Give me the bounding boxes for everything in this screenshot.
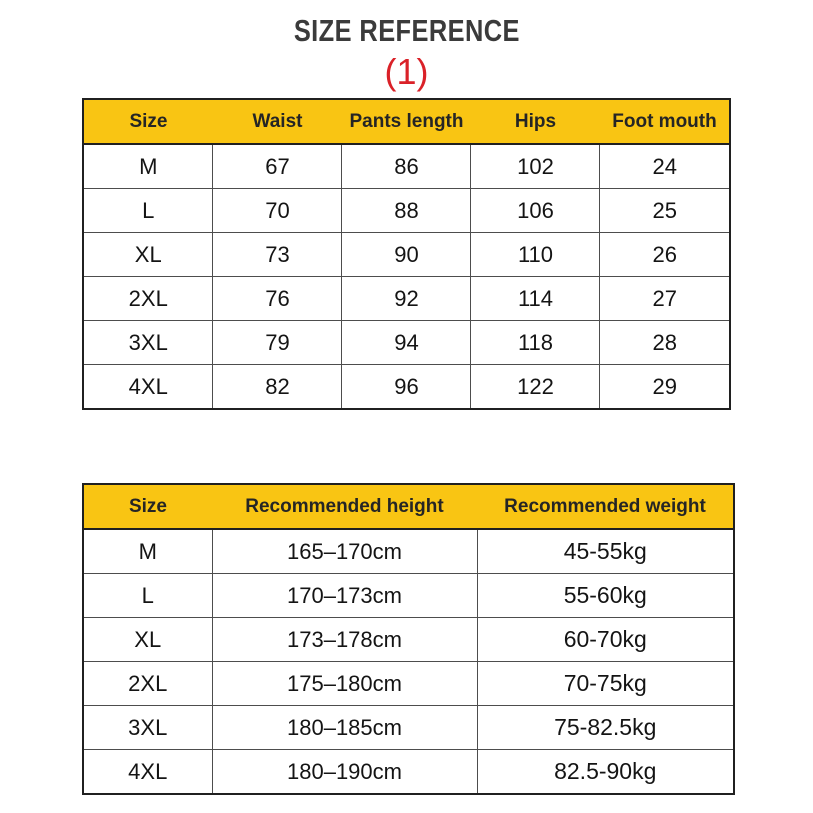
table-row: XL 173–178cm 60-70kg bbox=[82, 617, 735, 662]
weight-cell: 45-55kg bbox=[476, 528, 735, 574]
fit-recommendation-table: Size Recommended height Recommended weig… bbox=[82, 483, 735, 795]
hips-cell: 102 bbox=[470, 143, 601, 189]
foot-mouth-cell: 28 bbox=[599, 320, 731, 365]
size-cell: 4XL bbox=[82, 364, 214, 410]
foot-mouth-cell: 29 bbox=[599, 364, 731, 410]
column-header-size: Size bbox=[83, 484, 212, 530]
column-header-size: Size bbox=[83, 99, 213, 145]
table-row: 3XL 180–185cm 75-82.5kg bbox=[82, 705, 735, 750]
weight-cell: 70-75kg bbox=[476, 661, 735, 706]
table-row: 4XL 82 96 122 29 bbox=[82, 364, 731, 410]
height-cell: 165–170cm bbox=[211, 528, 478, 574]
pants-length-cell: 92 bbox=[341, 276, 472, 321]
table-row: 4XL 180–190cm 82.5-90kg bbox=[82, 749, 735, 795]
size-cell: XL bbox=[82, 232, 214, 277]
waist-cell: 70 bbox=[212, 188, 343, 233]
table-row: 2XL 175–180cm 70-75kg bbox=[82, 661, 735, 706]
column-header-waist: Waist bbox=[212, 99, 342, 145]
waist-cell: 73 bbox=[212, 232, 343, 277]
hips-cell: 110 bbox=[470, 232, 601, 277]
table-row: L 70 88 106 25 bbox=[82, 188, 731, 233]
waist-cell: 79 bbox=[212, 320, 343, 365]
foot-mouth-cell: 26 bbox=[599, 232, 731, 277]
hips-cell: 114 bbox=[470, 276, 601, 321]
page-header: SIZE REFERENCE bbox=[0, 13, 813, 49]
table-row: M 67 86 102 24 bbox=[82, 143, 731, 189]
measurements-table: Size Waist Pants length Hips Foot mouth … bbox=[82, 98, 731, 410]
table-row: M 165–170cm 45-55kg bbox=[82, 528, 735, 574]
height-cell: 180–190cm bbox=[211, 749, 478, 795]
hips-cell: 118 bbox=[470, 320, 601, 365]
page-title: SIZE REFERENCE bbox=[293, 13, 520, 48]
foot-mouth-cell: 25 bbox=[599, 188, 731, 233]
hips-cell: 106 bbox=[470, 188, 601, 233]
size-cell: L bbox=[82, 188, 214, 233]
pants-length-cell: 90 bbox=[341, 232, 472, 277]
size-cell: M bbox=[82, 143, 214, 189]
weight-cell: 82.5-90kg bbox=[476, 749, 735, 795]
column-header-hips: Hips bbox=[470, 99, 600, 145]
size-cell: M bbox=[82, 528, 213, 574]
pants-length-cell: 86 bbox=[341, 143, 472, 189]
size-cell: 3XL bbox=[82, 705, 213, 750]
height-cell: 170–173cm bbox=[211, 573, 478, 618]
table-row: L 170–173cm 55-60kg bbox=[82, 573, 735, 618]
pants-length-cell: 94 bbox=[341, 320, 472, 365]
foot-mouth-cell: 27 bbox=[599, 276, 731, 321]
size-cell: 2XL bbox=[82, 661, 213, 706]
weight-cell: 75-82.5kg bbox=[476, 705, 735, 750]
column-header-pants-length: Pants length bbox=[341, 99, 471, 145]
pants-length-cell: 96 bbox=[341, 364, 472, 410]
height-cell: 173–178cm bbox=[211, 617, 478, 662]
measurements-header-row: Size Waist Pants length Hips Foot mouth bbox=[83, 99, 730, 145]
column-header-recommended-weight: Recommended weight bbox=[477, 484, 734, 530]
waist-cell: 76 bbox=[212, 276, 343, 321]
size-cell: 4XL bbox=[82, 749, 213, 795]
size-cell: 2XL bbox=[82, 276, 214, 321]
table-row: XL 73 90 110 26 bbox=[82, 232, 731, 277]
size-cell: 3XL bbox=[82, 320, 214, 365]
fit-header-row: Size Recommended height Recommended weig… bbox=[83, 484, 734, 530]
foot-mouth-cell: 24 bbox=[599, 143, 731, 189]
height-cell: 180–185cm bbox=[211, 705, 478, 750]
weight-cell: 60-70kg bbox=[476, 617, 735, 662]
size-cell: L bbox=[82, 573, 213, 618]
waist-cell: 67 bbox=[212, 143, 343, 189]
table-number-annotation: (1) bbox=[384, 51, 429, 92]
table-row: 3XL 79 94 118 28 bbox=[82, 320, 731, 365]
column-header-foot-mouth: Foot mouth bbox=[599, 99, 730, 145]
pants-length-cell: 88 bbox=[341, 188, 472, 233]
table-row: 2XL 76 92 114 27 bbox=[82, 276, 731, 321]
waist-cell: 82 bbox=[212, 364, 343, 410]
height-cell: 175–180cm bbox=[211, 661, 478, 706]
column-header-recommended-height: Recommended height bbox=[212, 484, 477, 530]
weight-cell: 55-60kg bbox=[476, 573, 735, 618]
size-cell: XL bbox=[82, 617, 213, 662]
hips-cell: 122 bbox=[470, 364, 601, 410]
